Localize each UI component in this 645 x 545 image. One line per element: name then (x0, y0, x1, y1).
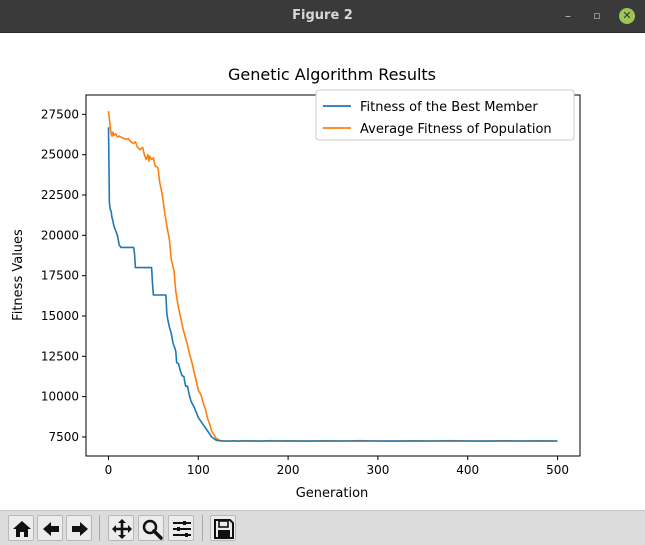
home-button[interactable] (8, 515, 34, 541)
x-axis-label: Generation (296, 486, 369, 501)
configure-subplots-icon (173, 521, 191, 537)
y-tick-label: 25000 (41, 148, 79, 162)
y-tick-label: 12500 (41, 349, 79, 363)
x-tick-label: 400 (456, 463, 479, 477)
x-tick-label: 300 (366, 463, 389, 477)
legend-label: Fitness of the Best Member (360, 100, 538, 115)
chart-svg: Genetic Algorithm Results 7500 10000 12500… (11, 65, 581, 501)
save-icon (214, 519, 234, 539)
series-line-1 (107, 127, 558, 442)
window-title: Figure 2 (292, 8, 353, 23)
x-axis: 0 100 200 300 400 500 (105, 456, 569, 477)
configure-subplots-button[interactable] (168, 515, 194, 541)
y-tick-label: 22500 (41, 188, 79, 202)
forward-arrow-icon (72, 522, 88, 536)
pan-button[interactable] (108, 515, 134, 541)
y-tick-label: 7500 (48, 430, 79, 444)
pan-icon (112, 519, 132, 539)
y-axis-label: Fitness Values (11, 229, 26, 321)
zoom-button[interactable] (138, 515, 164, 541)
figure-canvas[interactable]: Genetic Algorithm Results 7500 10000 12500… (5, 33, 640, 510)
x-tick-label: 500 (546, 463, 569, 477)
save-button[interactable] (210, 515, 236, 541)
y-tick-label: 20000 (41, 228, 79, 242)
x-tick-label: 200 (277, 463, 300, 477)
y-tick-label: 17500 (41, 269, 79, 283)
toolbar-separator (99, 515, 100, 541)
y-tick-label: 10000 (41, 390, 79, 404)
home-icon (13, 521, 31, 537)
plot-area (85, 94, 581, 457)
minimize-button[interactable]: – (565, 9, 571, 23)
back-arrow-icon (43, 522, 59, 536)
close-button[interactable]: ✕ (619, 8, 635, 24)
legend: Fitness of the Best Member Average Fitnes… (315, 89, 575, 141)
navigation-toolbar (0, 510, 645, 545)
zoom-icon (142, 519, 163, 540)
x-tick-label: 0 (105, 463, 113, 477)
chart-title: Genetic Algorithm Results (228, 65, 436, 84)
legend-label: Average Fitness of Population (360, 122, 552, 137)
x-tick-label: 100 (187, 463, 210, 477)
series-lines (107, 111, 558, 443)
restore-button[interactable]: ▫ (593, 9, 601, 22)
forward-button[interactable] (66, 515, 92, 541)
titlebar[interactable]: Figure 2 – ▫ ✕ (0, 0, 645, 33)
y-tick-label: 15000 (41, 309, 79, 323)
back-button[interactable] (37, 515, 63, 541)
y-axis: 7500 10000 12500 15000 17500 20000 22500 25000 2… (41, 107, 86, 444)
toolbar-separator (202, 515, 203, 541)
y-tick-label: 27500 (41, 107, 79, 121)
